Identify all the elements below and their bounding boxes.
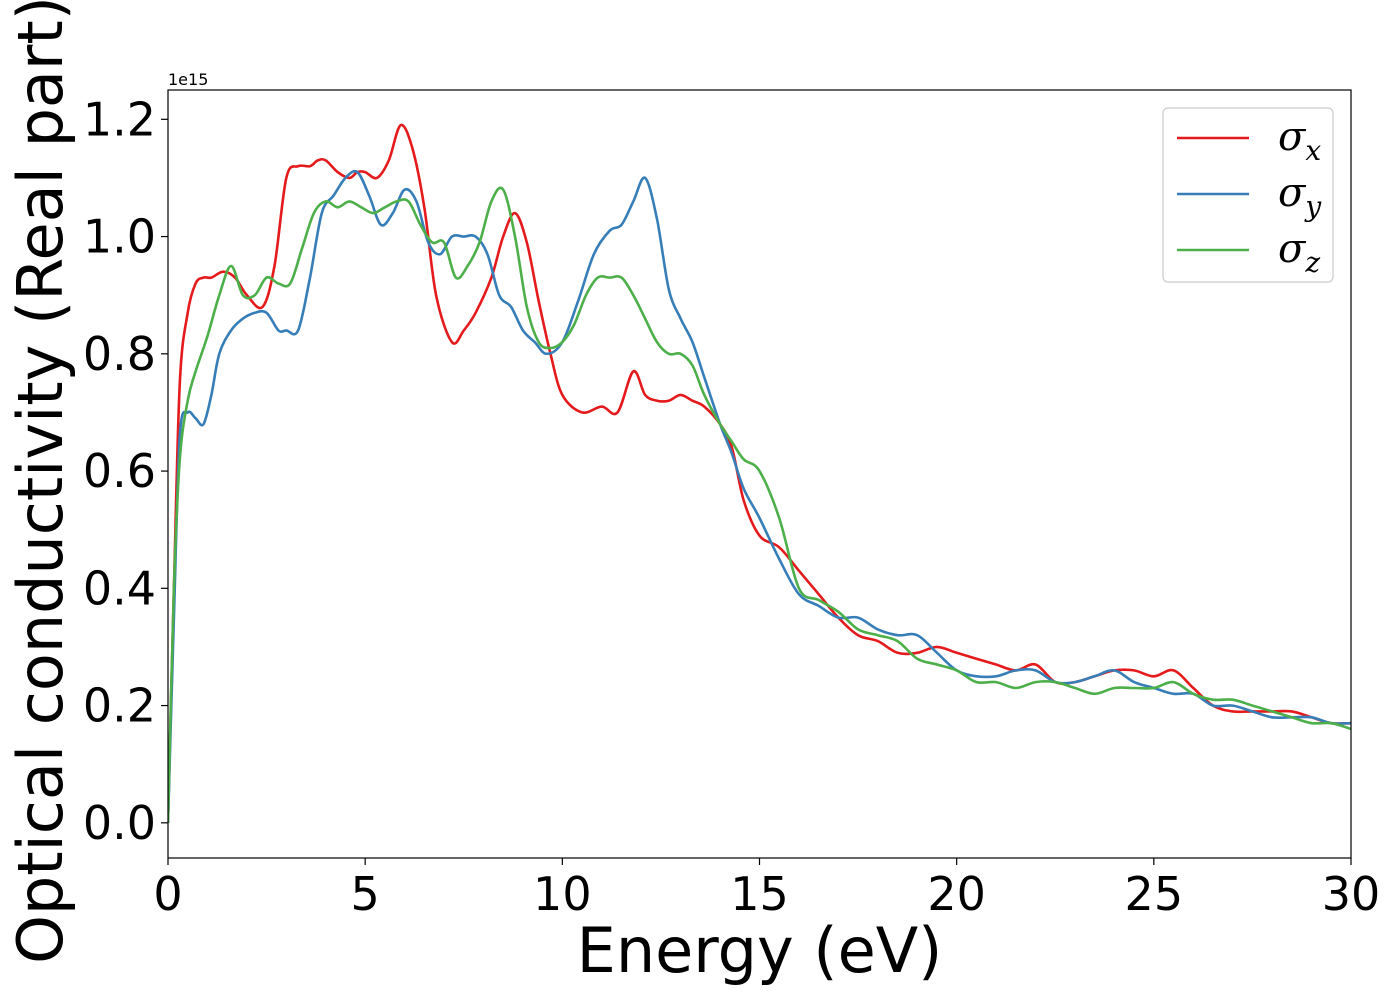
x-tick-label: 0: [153, 867, 182, 921]
series-line-y: [168, 169, 1351, 823]
legend-label-z: σz: [1278, 226, 1320, 279]
y-axis-offset-label: 1e15: [168, 70, 208, 89]
y-tick-label: 0.6: [83, 444, 156, 498]
y-tick-label: 0.0: [83, 796, 156, 850]
legend-label-y: σy: [1278, 170, 1322, 223]
x-tick-label: 25: [1125, 867, 1184, 921]
axis-ticks: 0 5 10 15 20 25 30 0.0 0.2 0.4 0.6 0.8 1.0 1.2: [83, 92, 1380, 921]
y-axis-label: Optical conductivity (Real part): [4, 0, 77, 964]
y-tick-label: 1.2: [83, 92, 156, 146]
y-tick-label: 0.8: [83, 327, 156, 381]
y-tick-label: 1.0: [83, 210, 156, 264]
x-tick-label: 15: [730, 867, 789, 921]
series-layer: [168, 123, 1351, 823]
x-tick-label: 30: [1322, 867, 1381, 921]
y-tick-label: 0.4: [83, 561, 156, 615]
x-tick-label: 20: [927, 867, 986, 921]
x-tick-label: 5: [351, 867, 380, 921]
x-axis-label: Energy (eV): [577, 914, 943, 987]
legend-label-x: σx: [1278, 114, 1321, 167]
y-tick-label: 0.2: [83, 679, 156, 733]
series-line-z: [168, 186, 1351, 823]
x-tick-label: 10: [533, 867, 592, 921]
